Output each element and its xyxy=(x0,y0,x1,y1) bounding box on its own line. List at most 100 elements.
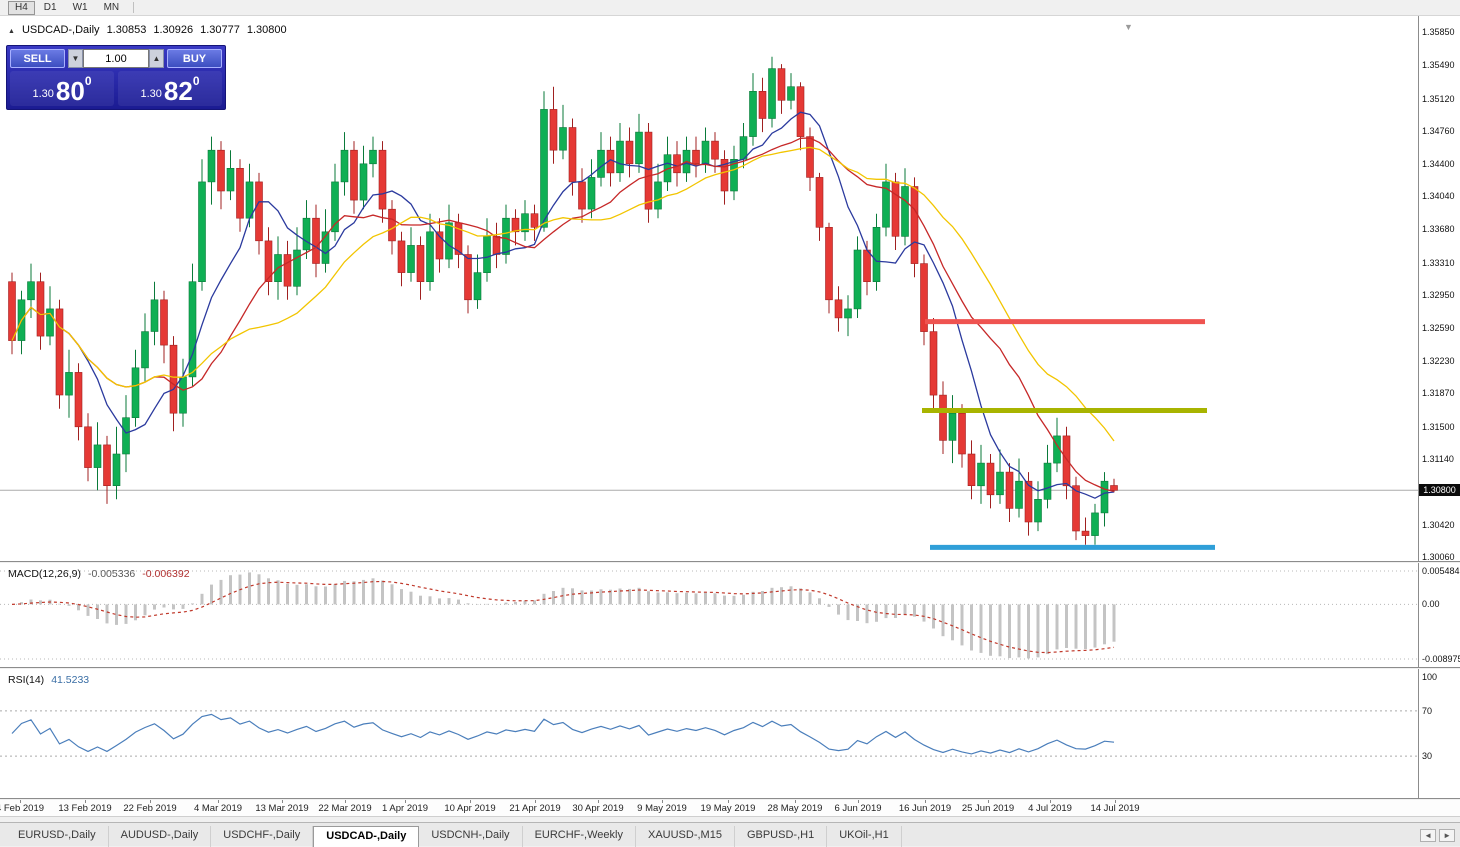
chart-ohlc-title: ▲ USDCAD-,Daily 1.30853 1.30926 1.30777 … xyxy=(8,24,287,36)
price-axis-label: 1.35490 xyxy=(1422,60,1455,70)
tab-scroll-right-button[interactable]: ► xyxy=(1439,829,1455,842)
date-tick xyxy=(858,800,859,803)
chart-tab-xauusd-m15[interactable]: XAUUSD-,M15 xyxy=(636,826,735,847)
chart-tab-ukoil-h1[interactable]: UKOil-,H1 xyxy=(827,826,902,847)
date-tick xyxy=(405,800,406,803)
chart-symbol-label: USDCAD-,Daily xyxy=(21,24,100,36)
rsi-axis-label: 30 xyxy=(1422,751,1433,761)
price-axis-label: 1.32950 xyxy=(1422,290,1455,300)
date-label: 16 Jun 2019 xyxy=(898,803,952,814)
chart-tab-usdcnh-daily[interactable]: USDCNH-,Daily xyxy=(419,826,523,847)
date-tick xyxy=(988,800,989,803)
macd-axis-label: 0.00 xyxy=(1422,599,1440,609)
price-chart-pane[interactable]: ▲ USDCAD-,Daily 1.30853 1.30926 1.30777 … xyxy=(0,16,1460,562)
toolbar-divider xyxy=(133,2,135,13)
date-label: 28 May 2019 xyxy=(767,803,823,814)
date-label: 6 Jun 2019 xyxy=(834,803,882,814)
price-axis-label: 1.34040 xyxy=(1422,191,1455,201)
moving-averages-layer xyxy=(11,111,1115,499)
date-tick xyxy=(470,800,471,803)
date-label: 10 Apr 2019 xyxy=(444,803,496,814)
timeframe-w1-button[interactable]: W1 xyxy=(66,1,95,15)
date-tick xyxy=(728,800,729,803)
rsi-axis-label: 70 xyxy=(1422,706,1433,716)
date-tick xyxy=(598,800,599,803)
macd-indicator-pane[interactable]: MACD(12,26,9) -0.005336 -0.006392 0.0054… xyxy=(0,563,1460,668)
sell-price-button[interactable]: 1.30 80 0 xyxy=(10,71,114,106)
rsi-name: RSI(14) xyxy=(8,674,45,686)
price-axis-label: 1.31500 xyxy=(1422,422,1455,432)
price-axis-label: 1.33310 xyxy=(1422,258,1455,268)
date-label: 25 Jun 2019 xyxy=(961,803,1015,814)
date-tick xyxy=(85,800,86,803)
macd-label: MACD(12,26,9) -0.005336 -0.006392 xyxy=(8,568,190,580)
date-label: 13 Feb 2019 xyxy=(58,803,112,814)
tab-scroll-left-button[interactable]: ◄ xyxy=(1420,829,1437,842)
date-label: 30 Apr 2019 xyxy=(572,803,624,814)
chart-tabs: EURUSD-,Daily AUDUSD-,Daily USDCHF-,Daily U… xyxy=(6,826,1460,847)
buy-price-pipette: 0 xyxy=(192,74,200,88)
rsi-chart xyxy=(0,710,1418,757)
sell-price-bigfigure: 1.30 xyxy=(32,88,54,100)
sell-button[interactable]: SELL xyxy=(10,49,65,68)
chart-tab-usdcad-daily[interactable]: USDCAD-,Daily xyxy=(313,826,420,847)
price-axis-label: 1.30060 xyxy=(1422,552,1455,562)
date-tick xyxy=(345,800,346,803)
price-axis-label: 1.34760 xyxy=(1422,126,1455,136)
chart-shift-marker-icon[interactable]: ▼ xyxy=(1124,22,1133,32)
timeframe-h4-button[interactable]: H4 xyxy=(8,0,35,15)
date-tick xyxy=(662,800,663,803)
date-label: 13 Mar 2019 xyxy=(255,803,309,814)
buy-price-bigfigure: 1.30 xyxy=(140,88,162,100)
rsi-line xyxy=(11,713,1115,755)
title-arrow-icon: ▲ xyxy=(8,28,15,35)
candlestick-chart[interactable] xyxy=(0,16,1418,561)
macd-name: MACD(12,26,9) xyxy=(8,568,81,580)
price-axis-label: 1.32590 xyxy=(1422,323,1455,333)
date-tick xyxy=(20,800,21,803)
date-tick xyxy=(535,800,536,803)
rsi-value: 41.5233 xyxy=(51,674,90,686)
candles-layer xyxy=(8,56,1118,545)
volume-input[interactable] xyxy=(83,49,149,68)
tab-scroll-arrows: ◄ ► xyxy=(1420,829,1455,842)
macd-axis-label: -0.008975 xyxy=(1422,654,1460,664)
price-axis[interactable]: 1.35850 1.35490 1.35120 1.34760 1.34400 1.340… xyxy=(1418,16,1460,562)
date-tick xyxy=(218,800,219,803)
date-label: 21 Apr 2019 xyxy=(509,803,561,814)
date-label: 1 Apr 2019 xyxy=(382,803,428,814)
timeframe-mn-button[interactable]: MN xyxy=(97,1,127,15)
volume-increase-button[interactable]: ▲ xyxy=(149,49,164,68)
ohlc-low-value: 1.30777 xyxy=(200,24,240,36)
rsi-indicator-pane[interactable]: RSI(14) 41.5233 100 70 30 xyxy=(0,669,1460,799)
date-label: 4 Feb 2019 xyxy=(0,803,45,814)
date-label: 4 Jul 2019 xyxy=(1028,803,1072,814)
macd-axis-label: 0.005484 xyxy=(1422,566,1460,576)
macd-axis: 0.005484 0.00 -0.008975 xyxy=(1418,563,1460,667)
date-tick xyxy=(150,800,151,803)
chart-tab-audusd-daily[interactable]: AUDUSD-,Daily xyxy=(109,826,212,847)
ohlc-high-value: 1.30926 xyxy=(153,24,194,36)
ohlc-open-value: 1.30853 xyxy=(106,24,147,36)
chart-tab-bar: EURUSD-,Daily AUDUSD-,Daily USDCHF-,Daily U… xyxy=(0,822,1460,847)
date-tick xyxy=(1115,800,1116,803)
sell-price-pipette: 0 xyxy=(84,74,92,88)
date-label: 22 Feb 2019 xyxy=(123,803,177,814)
current-price-tag: 1.30800 xyxy=(1419,484,1460,496)
rsi-axis-label: 100 xyxy=(1422,672,1438,682)
chart-tab-usdchf-daily[interactable]: USDCHF-,Daily xyxy=(211,826,314,847)
buy-price-button[interactable]: 1.30 82 0 xyxy=(118,71,222,106)
timeframe-d1-button[interactable]: D1 xyxy=(37,1,64,15)
sell-price-pips: 80 xyxy=(55,76,85,106)
buy-button[interactable]: BUY xyxy=(167,49,222,68)
chart-tab-eurchf-weekly[interactable]: EURCHF-,Weekly xyxy=(523,826,636,847)
macd-signal-line xyxy=(11,580,1115,654)
date-axis[interactable]: 4 Feb 2019 13 Feb 2019 22 Feb 2019 4 Mar 20… xyxy=(0,800,1460,817)
price-axis-label: 1.33680 xyxy=(1422,224,1455,234)
chart-tab-eurusd-daily[interactable]: EURUSD-,Daily xyxy=(6,826,109,847)
macd-main-value: -0.005336 xyxy=(87,568,136,580)
date-label: 4 Mar 2019 xyxy=(193,803,243,814)
volume-decrease-button[interactable]: ▼ xyxy=(68,49,83,68)
date-tick xyxy=(1050,800,1051,803)
chart-tab-gbpusd-h1[interactable]: GBPUSD-,H1 xyxy=(735,826,828,847)
